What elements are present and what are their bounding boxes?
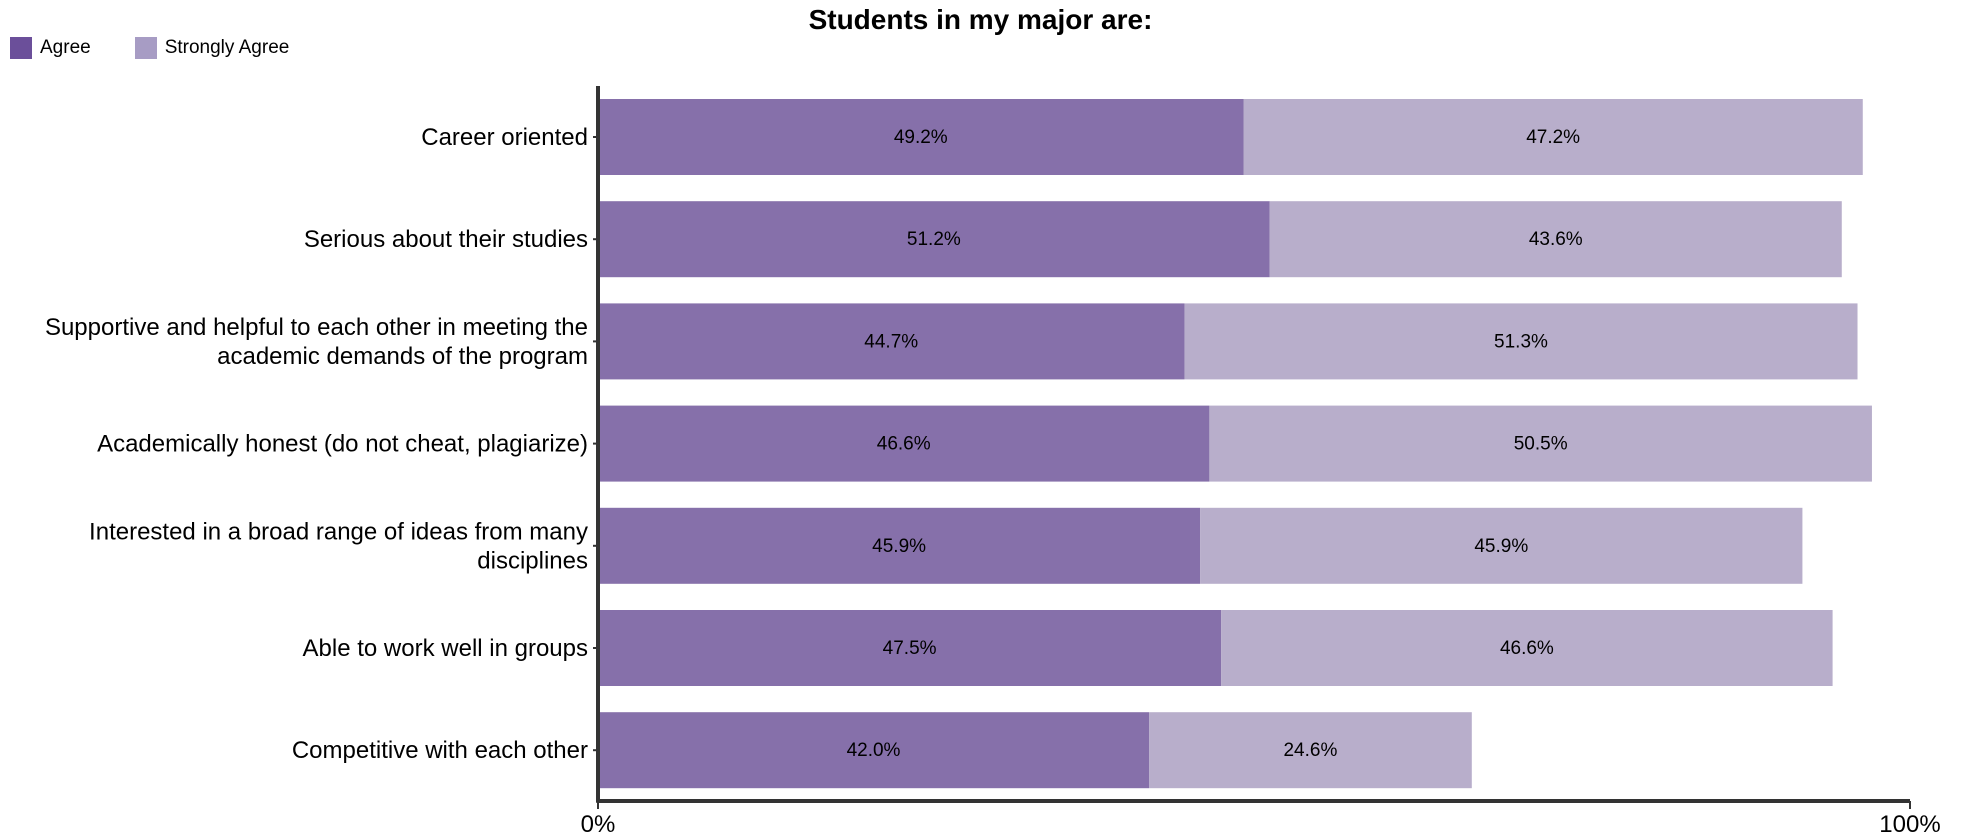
category-labels-layer: Career oriented Serious about their studi…: [45, 124, 588, 764]
bars-layer: 49.2% 47.2% 51.2% 43.6% 44.7% 51.3% 46.6% 50.5%…: [598, 99, 1872, 789]
category-label-line: Serious about their studies: [304, 226, 588, 253]
legend-item-strongly-agree: Strongly Agree: [134, 37, 290, 59]
chart-title: Students in my major are:: [808, 4, 1153, 35]
category-label: Able to work well in groups: [303, 635, 588, 662]
legend: Agree Strongly Agree: [10, 37, 333, 59]
bar-value-label: 44.7%: [864, 331, 918, 352]
category-label: Academically honest (do not cheat, plagi…: [97, 431, 588, 458]
bar-agree: [598, 201, 1270, 278]
bar-strongly-agree: [1184, 303, 1858, 380]
bar-strongly-agree: [1149, 712, 1472, 789]
x-axis-tick-label: 100%: [1879, 811, 1940, 837]
category-label-line: Able to work well in groups: [303, 635, 588, 662]
bar-value-label: 42.0%: [847, 740, 901, 761]
category-label-line: disciplines: [477, 547, 588, 574]
bar-value-label: 47.5%: [883, 638, 937, 659]
bar-strongly-agree: [1200, 507, 1803, 584]
bar-value-label: 49.2%: [894, 127, 948, 148]
legend-swatch-agree: [10, 37, 32, 59]
bar-value-label: 47.2%: [1526, 127, 1580, 148]
bar-agree: [598, 405, 1210, 482]
bar-value-label: 46.6%: [1500, 638, 1554, 659]
category-label-line: Interested in a broad range of ideas fro…: [89, 518, 588, 545]
category-label-line: Competitive with each other: [292, 737, 588, 764]
bar-agree: [598, 303, 1185, 380]
bar-strongly-agree: [1221, 610, 1833, 686]
bar-value-label: 45.9%: [1474, 536, 1528, 557]
category-label: Career oriented: [421, 124, 588, 151]
axes-layer: 0% 100%: [581, 86, 1941, 837]
bar-strongly-agree: [1243, 99, 1863, 175]
category-label-line: academic demands of the program: [217, 343, 588, 370]
bar-agree: [598, 610, 1222, 686]
bar-value-label: 45.9%: [872, 536, 926, 557]
bar-value-label: 43.6%: [1529, 229, 1583, 250]
bar-strongly-agree: [1269, 201, 1842, 278]
bar-value-label: 50.5%: [1514, 434, 1568, 455]
bar-value-label: 46.6%: [877, 434, 931, 455]
x-axis-tick-label: 0%: [581, 811, 616, 837]
bar-value-label: 51.3%: [1494, 331, 1548, 352]
legend-swatch-strongly-agree: [134, 37, 157, 59]
category-label: Supportive and helpful to each other in …: [45, 314, 588, 370]
category-label-line: Career oriented: [421, 124, 588, 151]
bar-value-label: 24.6%: [1283, 740, 1337, 761]
category-label: Interested in a broad range of ideas fro…: [89, 518, 588, 574]
legend-label-agree: Agree: [40, 37, 91, 58]
legend-item-agree: Agree: [10, 37, 91, 59]
category-label-line: Academically honest (do not cheat, plagi…: [97, 431, 588, 458]
category-label: Competitive with each other: [292, 737, 588, 764]
category-label: Serious about their studies: [304, 226, 588, 253]
bar-agree: [598, 99, 1244, 175]
bar-strongly-agree: [1209, 405, 1872, 482]
bar-agree: [598, 507, 1201, 584]
bar-value-label: 51.2%: [907, 229, 961, 250]
category-label-line: Supportive and helpful to each other in …: [45, 314, 588, 341]
bar-agree: [598, 712, 1150, 789]
legend-label-strongly-agree: Strongly Agree: [164, 37, 290, 58]
